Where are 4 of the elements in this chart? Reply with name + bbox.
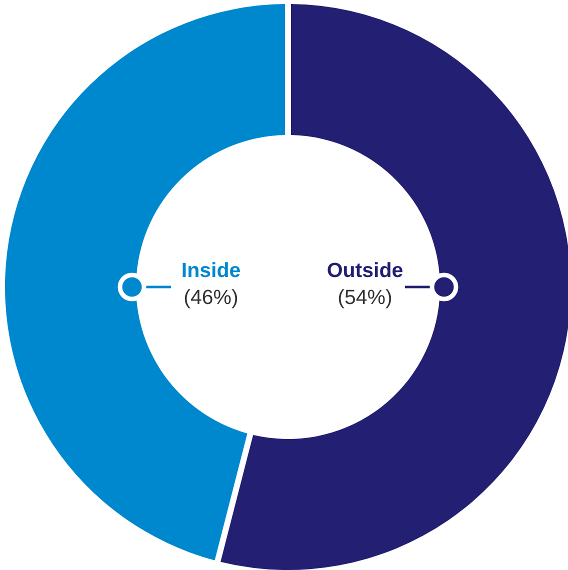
- data-label: (54%): [338, 286, 392, 309]
- data-label: (46%): [184, 286, 238, 309]
- slice-label: Outside: [326, 259, 404, 282]
- slice-label: Inside: [181, 259, 241, 282]
